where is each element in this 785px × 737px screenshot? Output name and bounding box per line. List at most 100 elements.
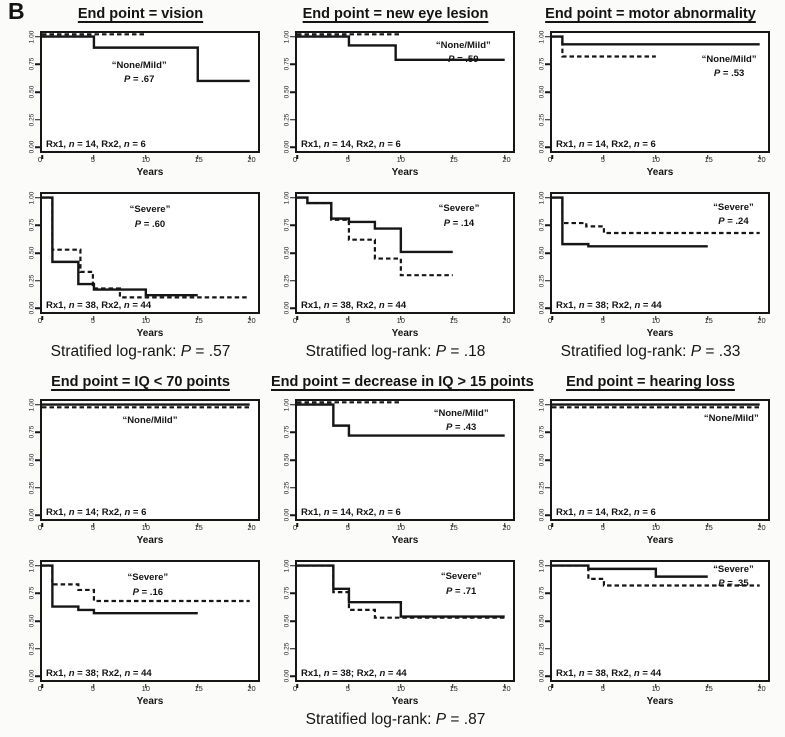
group-label: “None/Mild” — [701, 54, 757, 66]
y-tick-mark — [35, 91, 40, 93]
x-tick-mark — [296, 155, 298, 159]
y-tick-mark — [35, 486, 40, 489]
y-tick-mark — [545, 459, 550, 461]
x-tick-mark — [145, 155, 147, 159]
annotation-block: “None/Mild” — [704, 412, 759, 426]
y-tick-label: 0.00 — [283, 670, 291, 683]
rx2-dashed-curve — [552, 198, 760, 233]
rx2-dashed-curve — [552, 37, 656, 57]
annotation-block: “Severe” P = .24 — [713, 201, 754, 230]
annotation-block: “Severe” P = .60 — [130, 203, 171, 232]
y-tick-mark — [290, 91, 295, 93]
y-tick-label: 0.50 — [28, 85, 36, 99]
endpoint-column: End point = decrease in IQ > 15 points “… — [271, 372, 534, 732]
x-tick-mark — [551, 684, 553, 688]
x-tick-mark — [603, 523, 605, 527]
p-value-label: P = .53 — [713, 68, 745, 80]
x-axis-label: Years — [646, 328, 674, 339]
km-curves — [297, 194, 513, 312]
y-tick-label: 1.00 — [283, 191, 291, 204]
y-tick-label: 0.00 — [283, 509, 291, 522]
y-tick-label: 0.50 — [28, 453, 36, 467]
y-tick-label: 0.25 — [538, 642, 546, 656]
x-tick-mark — [707, 155, 709, 159]
stratified-logrank-label: Stratified log-rank: P = .87 — [305, 711, 486, 728]
x-tick-label: 5 — [600, 684, 605, 693]
km-panel: “None/Mild” Rx1, n = 14; Rx2, n = 6 1.00… — [16, 398, 265, 547]
x-tick-label: 5 — [90, 523, 95, 532]
x-tick-label: 5 — [345, 684, 350, 693]
sample-size-label: Rx1, n = 38; Rx2, n = 44 — [46, 668, 152, 679]
y-tick-label: 0.25 — [28, 274, 36, 288]
km-curves — [42, 562, 258, 680]
x-tick-label: 15 — [449, 155, 458, 164]
x-tick-mark — [707, 684, 709, 688]
x-tick-mark — [348, 155, 350, 159]
rx2-dashed-curve — [42, 566, 250, 601]
plot-area: “Severe” P = .24 Rx1, n = 38; Rx2, n = 4… — [539, 191, 770, 320]
y-tick-mark — [545, 35, 550, 38]
y-tick-label: 0.00 — [28, 302, 36, 315]
rx2-dashed-curve — [552, 566, 760, 586]
x-tick-mark — [145, 316, 147, 320]
x-tick-mark — [93, 316, 95, 320]
x-tick-label: 10 — [141, 155, 150, 164]
y-tick-mark — [545, 514, 550, 517]
x-tick-mark — [145, 523, 147, 527]
x-tick-label: 0 — [37, 316, 43, 325]
y-tick-label: 0.75 — [28, 218, 36, 232]
endpoint-title: End point = decrease in IQ > 15 points — [271, 374, 534, 390]
x-tick-label: 15 — [194, 155, 203, 164]
y-tick-mark — [290, 196, 295, 199]
sample-size-label: Rx1, n = 14, Rx2, n = 6 — [301, 139, 401, 150]
y-tick-mark — [290, 647, 295, 650]
x-tick-label: 15 — [704, 316, 713, 325]
stratified-logrank-label — [526, 711, 775, 732]
x-tick-label: 10 — [651, 155, 660, 164]
y-tick-label: 1.00 — [28, 398, 36, 411]
km-curves — [42, 401, 258, 519]
y-tick-label: 0.00 — [283, 141, 291, 154]
y-tick-label: 0.75 — [538, 218, 546, 232]
endpoint-column: End point = hearing loss “None/Mild” Rx1… — [526, 372, 775, 732]
group-label: “Severe” — [440, 571, 482, 583]
panels: “None/Mild” P = .59 Rx1, n = 14, Rx2, n … — [271, 30, 520, 340]
x-tick-label: 20 — [757, 316, 766, 325]
y-tick-mark — [35, 592, 40, 595]
y-tick-mark — [35, 620, 40, 622]
km-panel: “None/Mild” P = .67 Rx1, n = 14, Rx2, n … — [16, 30, 265, 179]
x-tick-label: 5 — [345, 523, 350, 532]
plot-area: “Severe” P = .16 Rx1, n = 38; Rx2, n = 4… — [29, 559, 260, 688]
km-panel: “Severe” P = .14 Rx1, n = 38, Rx2, n = 4… — [271, 191, 520, 340]
group-label: “None/Mild” — [433, 407, 489, 419]
x-tick-band: 0 5 10 15 20 — [548, 316, 770, 327]
y-tick-label: 0.75 — [283, 57, 291, 71]
x-tick-label: 0 — [547, 155, 553, 164]
x-tick-band: 0 5 10 15 20 — [547, 155, 770, 166]
plot-area: “Severe” P = .71 Rx1, n = 38; Rx2, n = 4… — [284, 559, 515, 688]
x-tick-mark — [248, 684, 251, 688]
y-tick-label: 0.75 — [283, 425, 291, 439]
y-tick-label: 0.50 — [283, 614, 291, 628]
x-tick-label: 15 — [704, 684, 713, 693]
x-tick-mark — [503, 684, 506, 688]
annotation-block: “None/Mild” P = .67 — [112, 59, 167, 88]
km-curves — [42, 33, 258, 151]
x-tick-label: 5 — [345, 316, 350, 325]
x-tick-label: 15 — [449, 316, 458, 325]
y-tick-mark — [35, 431, 40, 434]
y-tick-mark — [290, 63, 295, 66]
x-tick-mark — [452, 523, 454, 527]
x-tick-mark — [296, 316, 298, 320]
km-curves — [297, 401, 513, 519]
x-tick-band: 0 5 10 15 20 — [293, 523, 515, 534]
y-tick-mark — [545, 592, 550, 595]
x-tick-mark — [400, 523, 402, 527]
x-tick-mark — [41, 155, 43, 159]
km-panel: “Severe” P = .35 Rx1, n = 38, Rx2, n = 4… — [526, 559, 775, 708]
y-tick-label: 0.00 — [538, 670, 546, 683]
y-tick-mark — [35, 459, 40, 461]
x-tick-label: 20 — [247, 523, 256, 532]
rx1-solid-curve — [552, 566, 708, 577]
